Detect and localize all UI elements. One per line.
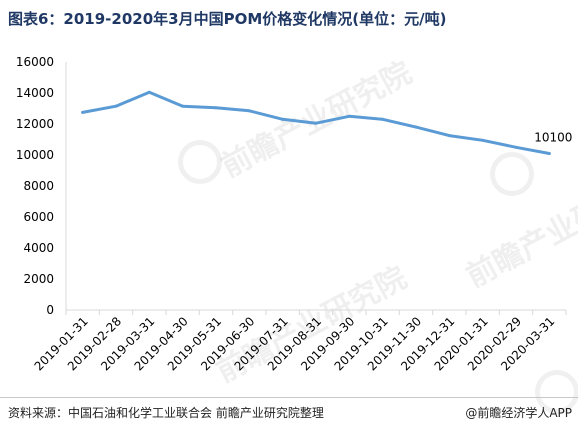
- y-tick-label: 6000: [23, 210, 54, 224]
- data-point: [281, 117, 285, 121]
- data-point: [381, 117, 385, 121]
- footer-divider: [0, 397, 578, 398]
- watermark-logo-icon: [178, 140, 222, 184]
- source-note: 资料来源：中国石油和化学工业联合会 前瞻产业研究院整理: [8, 406, 324, 420]
- data-point: [414, 125, 418, 129]
- data-point: [314, 121, 318, 125]
- credit-label: @前瞻经济学人APP: [465, 406, 572, 420]
- data-point: [447, 134, 451, 138]
- data-point: [481, 138, 485, 142]
- y-tick-label: 2000: [23, 272, 54, 286]
- data-point: [114, 104, 118, 108]
- plot-area: 10100: [81, 90, 572, 155]
- chart-title: 图表6：2019-2020年3月中国POM价格变化情况(单位：元/吨): [8, 10, 447, 28]
- data-point: [514, 145, 518, 149]
- y-tick-label: 16000: [16, 55, 54, 69]
- y-axis: 0 2000 4000 6000 8000 10000 12000 14000 16000: [16, 55, 67, 317]
- data-point: [347, 114, 351, 118]
- data-point: [547, 151, 551, 155]
- y-tick-label: 10000: [16, 148, 54, 162]
- data-point: [181, 104, 185, 108]
- data-label: 10100: [534, 130, 572, 144]
- x-axis: 2019-01-312019-02-282019-03-312019-04-30…: [32, 309, 567, 373]
- data-point: [214, 106, 218, 110]
- y-tick-label: 0: [46, 303, 54, 317]
- data-point: [147, 90, 151, 94]
- watermark-logo-icon: [535, 370, 578, 414]
- data-point: [247, 109, 251, 113]
- watermark-logo-icon: [490, 152, 534, 196]
- y-tick-label: 4000: [23, 241, 54, 255]
- y-tick-label: 8000: [23, 179, 54, 193]
- y-tick-label: 12000: [16, 117, 54, 131]
- y-tick-label: 14000: [16, 86, 54, 100]
- data-point: [81, 110, 85, 114]
- line-chart: 0 2000 4000 6000 8000 10000 12000 14000 16000 20…: [16, 55, 573, 373]
